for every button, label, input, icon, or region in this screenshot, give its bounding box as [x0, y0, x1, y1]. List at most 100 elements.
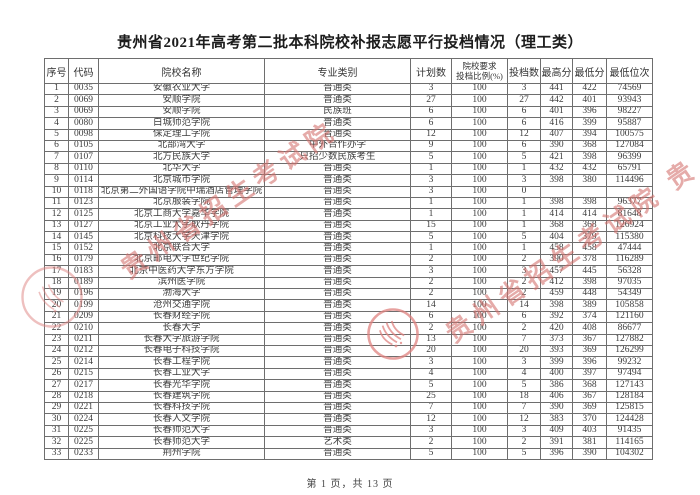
table-row: 7 0107 北方民族大学 只招少数民族考生 5 100 5 421 398 96399: [44, 151, 653, 164]
table-row: 6 0105 北部湾大学 中外合作办学 9 100 6 390 368 127084: [44, 139, 653, 153]
cell-min_rank: 96377: [606, 196, 653, 210]
cell-min_rank: 95887: [606, 117, 653, 130]
cell-plan: 15: [410, 219, 452, 233]
cell-min_score: 398: [572, 276, 607, 290]
cell-name: 北京城市学院: [98, 174, 265, 187]
cell-code: 0069: [68, 94, 99, 107]
cell-max_score: 391: [540, 436, 573, 449]
cell-min_score: 390: [572, 447, 607, 460]
cell-plan: 3: [410, 265, 452, 278]
table-row: 20 0199 沧州交通学院 普通类 14 100 14 398 389 105858: [44, 299, 653, 312]
cell-no: 1: [44, 82, 69, 96]
cell-min_rank: 114165: [606, 436, 653, 449]
table-row: 2 0069 安顺学院 普通类 27 100 27 442 401 93943: [44, 94, 653, 107]
cell-min_score: [572, 185, 607, 198]
cell-code: 0233: [68, 447, 99, 460]
cell-min_rank: 127143: [606, 379, 653, 392]
table-row: 24 0212 长春电子科技学院 普通类 20 100 20 393 369 126299: [44, 344, 653, 358]
cell-max_score: 396: [540, 447, 573, 460]
cell-no: 15: [44, 242, 69, 255]
cell-code: 0080: [68, 117, 99, 130]
cell-name: 沧州交通学院: [98, 299, 265, 312]
cell-no: 27: [44, 379, 69, 392]
cell-filed: 6: [507, 117, 541, 130]
cell-filed: 3: [507, 82, 541, 96]
cell-ratio: 100: [451, 356, 508, 369]
cell-name: 安顺学院: [98, 105, 265, 119]
cell-plan: 3: [410, 424, 452, 438]
cell-ratio: 100: [451, 196, 508, 210]
cell-category: 普通类: [264, 185, 411, 198]
cell-category: 普通类: [264, 299, 411, 312]
cell-max_score: 421: [540, 151, 573, 164]
cell-no: 21: [44, 310, 69, 324]
cell-min_score: 367: [572, 390, 607, 403]
cell-filed: 1: [507, 242, 541, 255]
cell-min_score: 369: [572, 344, 607, 358]
cell-name: 长春建筑学院: [98, 390, 265, 403]
col-header-min-score: 最低分: [572, 58, 607, 84]
cell-min_score: 458: [572, 242, 607, 255]
cell-min_score: 403: [572, 424, 607, 438]
cell-max_score: 420: [540, 322, 573, 335]
cell-plan: 5: [410, 151, 452, 164]
cell-code: 0123: [68, 196, 99, 210]
cell-max_score: 412: [540, 276, 573, 290]
cell-ratio: 100: [451, 288, 508, 301]
cell-max_score: [540, 185, 573, 198]
header-row: 序号 代码 院校名称 专业类别 计划数 院校要求 投档比例(%) 投档数 最高分…: [44, 58, 653, 84]
cell-name: 北京第二外国语学院中瑞酒店管理学院: [98, 185, 265, 198]
table-row: 11 0123 北京服装学院 普通类 1 100 1 398 398 96377: [44, 196, 653, 210]
cell-min_score: 368: [572, 139, 607, 153]
cell-category: 普通类: [264, 196, 411, 210]
cell-ratio: 100: [451, 174, 508, 187]
cell-category: 普通类: [264, 401, 411, 415]
cell-code: 0210: [68, 322, 99, 335]
col-header-name: 院校名称: [98, 58, 265, 84]
cell-name: 长春大学旅游学院: [98, 333, 265, 347]
cell-name: 长春人文学院: [98, 413, 265, 426]
cell-max_score: 390: [540, 401, 573, 415]
table-row: 32 0225 长春师范大学 艺术类 2 100 2 391 381 114165: [44, 436, 653, 449]
cell-min_rank: 56328: [606, 265, 653, 278]
cell-code: 0110: [68, 162, 99, 176]
cell-max_score: 398: [540, 299, 573, 312]
cell-min_score: 398: [572, 196, 607, 210]
cell-filed: 3: [507, 174, 541, 187]
table-row: 33 0233 荆州学院 普通类 5 100 5 396 390 104302: [44, 447, 653, 460]
table-row: 25 0214 长春工程学院 普通类 3 100 3 399 396 99232: [44, 356, 653, 369]
cell-code: 0196: [68, 288, 99, 301]
cell-no: 20: [44, 299, 69, 312]
cell-filed: 3: [507, 356, 541, 369]
cell-no: 2: [44, 94, 69, 107]
cell-code: 0127: [68, 219, 99, 233]
cell-plan: 2: [410, 288, 452, 301]
cell-ratio: 100: [451, 344, 508, 358]
cell-code: 0183: [68, 265, 99, 278]
cell-ratio: 100: [451, 276, 508, 290]
cell-plan: 1: [410, 162, 452, 176]
cell-plan: 27: [410, 94, 452, 107]
cell-min_score: 381: [572, 436, 607, 449]
cell-no: 23: [44, 333, 69, 347]
cell-min_score: 380: [572, 174, 607, 187]
cell-plan: 5: [410, 379, 452, 392]
cell-max_score: 457: [540, 265, 573, 278]
cell-min_score: 389: [572, 299, 607, 312]
cell-plan: 3: [410, 82, 452, 96]
cell-ratio: 100: [451, 105, 508, 119]
cell-category: 民族班: [264, 105, 411, 119]
table-row: 18 0189 滨州医学院 普通类 2 100 2 412 398 97035: [44, 276, 653, 290]
cell-name: 北方民族大学: [98, 151, 265, 164]
cell-max_score: 416: [540, 117, 573, 130]
cell-code: 0107: [68, 151, 99, 164]
cell-max_score: 373: [540, 333, 573, 347]
col-header-filed: 投档数: [507, 58, 541, 84]
cell-category: 普通类: [264, 356, 411, 369]
table-row: 5 0098 保定理工学院 普通类 12 100 12 407 394 100575: [44, 128, 653, 141]
cell-name: 保定理工学院: [98, 128, 265, 141]
cell-code: 0152: [68, 242, 99, 255]
cell-no: 3: [44, 105, 69, 119]
cell-no: 22: [44, 322, 69, 335]
cell-min_rank: 114496: [606, 174, 653, 187]
